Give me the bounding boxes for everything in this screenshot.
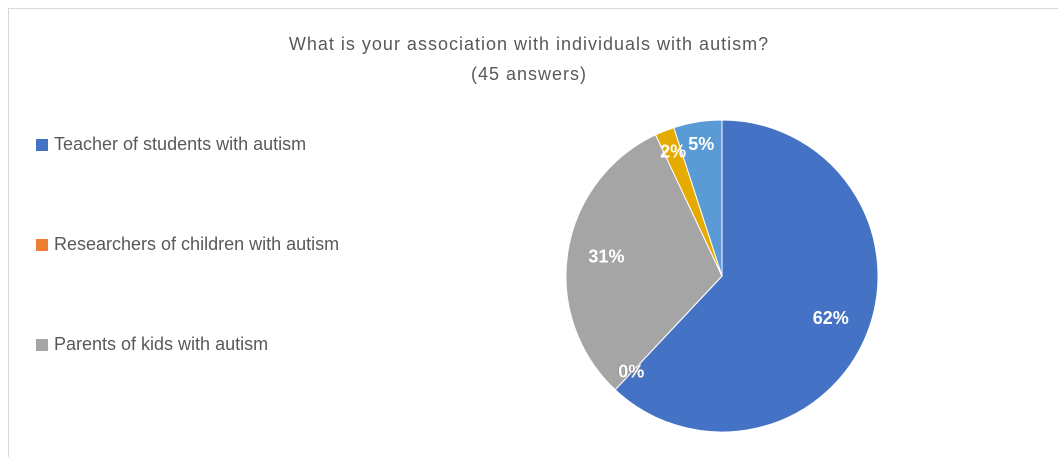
legend-item: Parents of kids with autism [36,332,366,432]
pie-slice [673,119,723,277]
data-label: 31% [588,246,624,266]
legend-swatch [36,339,48,351]
data-label: 2% [660,141,686,161]
chart-frame [8,8,1058,457]
legend: Teacher of students with autism Researche… [36,132,366,432]
legend-item: Researchers of children with autism [36,232,366,332]
pie-slice [614,119,879,433]
legend-label: Teacher of students with autism [54,134,307,154]
legend-label: Researchers of children with autism [54,234,340,254]
legend-label: Parents of kids with autism [54,334,269,354]
legend-swatch [36,139,48,151]
data-label: 5% [688,134,714,154]
data-label: 0% [618,361,644,381]
pie-slice [565,134,723,391]
chart-subtitle: (45 answers) [471,64,587,84]
legend-item: Teacher of students with autism [36,132,366,232]
chart-title: What is your association with individual… [289,34,769,54]
legend-swatch [36,239,48,251]
data-label: 62% [813,308,849,328]
